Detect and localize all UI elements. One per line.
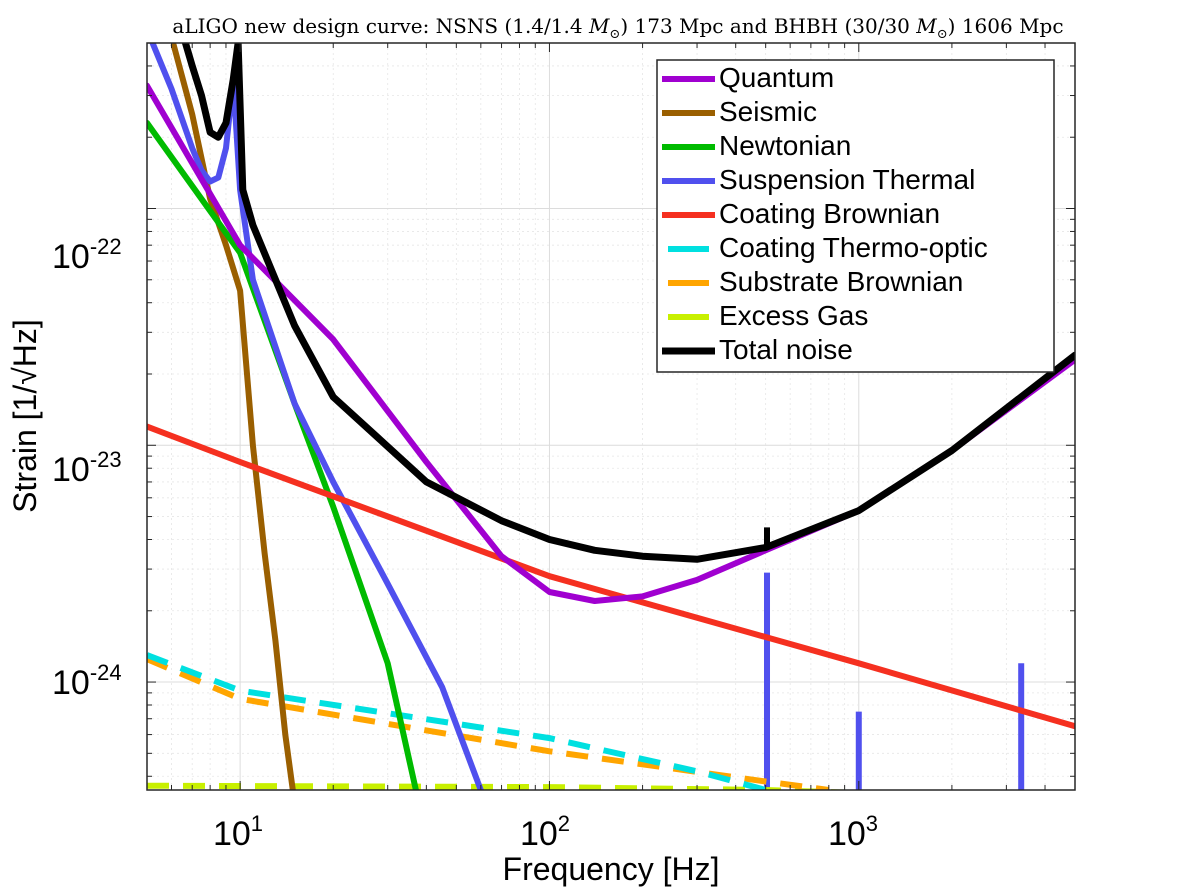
title-msun-sub-2: ⊙ — [937, 27, 948, 42]
y-axis-label: Strain [1/√Hz] — [7, 319, 43, 513]
x-tick-label: 101 — [213, 811, 263, 853]
legend-entry: Suspension Thermal — [719, 164, 975, 195]
series-line-total-noise — [181, 43, 1075, 563]
y-tick-base: 10 — [52, 238, 90, 276]
y-tick-labels: 10-22 10-23 10-24 — [52, 234, 122, 702]
y-tick-label: 10-24 — [52, 660, 122, 702]
legend-entry: Substrate Brownian — [719, 266, 963, 297]
x-tick-labels: 101 102 103 — [213, 811, 878, 853]
title-prefix: aLIGO new design curve: NSNS (1.4/1.4 — [172, 14, 589, 38]
legend-entry: Seismic — [719, 96, 817, 127]
x-tick-exp: 3 — [866, 811, 878, 836]
title-suffix: ) 1606 Mpc — [948, 14, 1064, 38]
legend-entry: Quantum — [719, 62, 834, 93]
x-tick-label: 103 — [828, 811, 878, 853]
series-line-coating-brownian — [147, 423, 1075, 730]
legend-samples — [662, 76, 715, 355]
legend-entry: Coating Thermo-optic — [719, 232, 988, 263]
x-tick-exp: 1 — [251, 811, 263, 836]
x-tick-label: 102 — [520, 811, 570, 853]
y-tick-base: 10 — [52, 664, 90, 702]
y-tick-base: 10 — [52, 451, 90, 489]
series-line-newtonian — [147, 119, 419, 790]
chart-title: aLIGO new design curve: NSNS (1.4/1.4 M⊙… — [172, 14, 1063, 42]
x-axis-label: Frequency [Hz] — [503, 851, 720, 887]
title-middle: ) 173 Mpc and BHBH (30/30 — [620, 14, 916, 38]
series-line-coating-thermo-optic — [147, 652, 767, 790]
series-line-seismic — [170, 43, 296, 790]
legend-entry: Total noise — [719, 334, 853, 365]
axis-ticks — [147, 43, 1075, 790]
title-msun-sub-1: ⊙ — [609, 27, 620, 42]
title-msun-2: M — [915, 14, 937, 38]
legend-entry: Coating Brownian — [719, 198, 940, 229]
y-tick-exp: -22 — [90, 234, 122, 259]
x-tick-base: 10 — [828, 815, 866, 853]
x-tick-base: 10 — [213, 815, 251, 853]
x-tick-exp: 2 — [558, 811, 570, 836]
y-tick-exp: -24 — [90, 660, 122, 685]
y-tick-label: 10-22 — [52, 234, 122, 276]
x-tick-base: 10 — [520, 815, 558, 853]
series-line-substrate-brownian — [147, 656, 830, 790]
legend-entry: Newtonian — [719, 130, 851, 161]
legend-entry: Excess Gas — [719, 300, 868, 331]
series-layer — [147, 43, 1075, 790]
plot-frame — [146, 42, 1076, 791]
legend: Quantum Seismic Newtonian Suspension The… — [656, 59, 1055, 373]
y-tick-exp: -23 — [90, 447, 122, 472]
y-tick-label: 10-23 — [52, 447, 122, 489]
title-msun-1: M — [588, 14, 610, 38]
legend-box — [656, 59, 1055, 373]
